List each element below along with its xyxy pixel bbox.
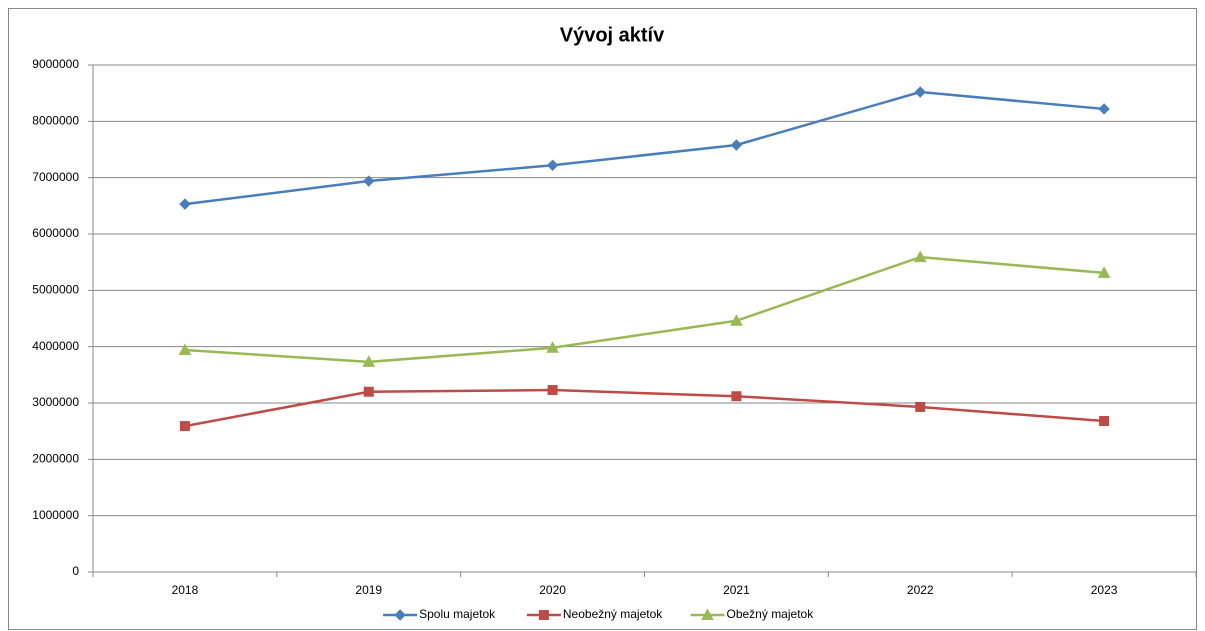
point	[363, 386, 374, 397]
point	[178, 343, 192, 356]
point	[546, 159, 559, 171]
y-tick-label: 7000000	[32, 170, 79, 184]
legend-label: Obežný majetok	[727, 607, 815, 621]
legend-label: Neobežný majetok	[563, 607, 663, 621]
point	[179, 421, 190, 432]
point	[914, 86, 926, 98]
x-tick-label: 2019	[355, 583, 382, 597]
series-line	[184, 90, 1105, 206]
point	[1099, 416, 1110, 427]
point	[915, 401, 926, 412]
y-tick-label: 5000000	[32, 283, 79, 297]
y-tick-label: 4000000	[32, 339, 79, 353]
point	[730, 139, 743, 151]
chart-title: Vývoj aktív	[560, 24, 665, 46]
x-tick-label: 2023	[1091, 583, 1118, 597]
series-line	[184, 388, 1105, 428]
point	[731, 391, 742, 402]
y-tick-label: 9000000	[32, 57, 79, 71]
point	[179, 198, 191, 210]
legend-marker	[538, 610, 549, 620]
y-tick-label: 8000000	[32, 114, 79, 128]
point	[730, 314, 743, 326]
x-tick-label: 2021	[723, 583, 750, 597]
series-line	[184, 255, 1105, 364]
legend-label: Spolu majetok	[419, 607, 496, 621]
point	[546, 341, 559, 353]
point	[1097, 266, 1111, 278]
point	[362, 355, 376, 367]
x-tick-label: 2018	[172, 583, 199, 597]
y-tick-label: 2000000	[32, 452, 79, 466]
x-tick-label: 2020	[539, 583, 566, 597]
point	[547, 385, 558, 396]
point	[363, 175, 375, 187]
y-tick-label: 6000000	[32, 226, 79, 240]
legend-marker	[394, 609, 406, 621]
y-tick-label: 3000000	[32, 395, 79, 409]
point	[1098, 103, 1110, 115]
chart-frame	[8, 8, 1197, 630]
x-tick-label: 2022	[907, 583, 934, 597]
y-tick-label: 1000000	[32, 508, 79, 522]
point	[913, 250, 927, 263]
y-tick-label: 0	[72, 564, 79, 578]
legend-marker	[701, 608, 714, 620]
